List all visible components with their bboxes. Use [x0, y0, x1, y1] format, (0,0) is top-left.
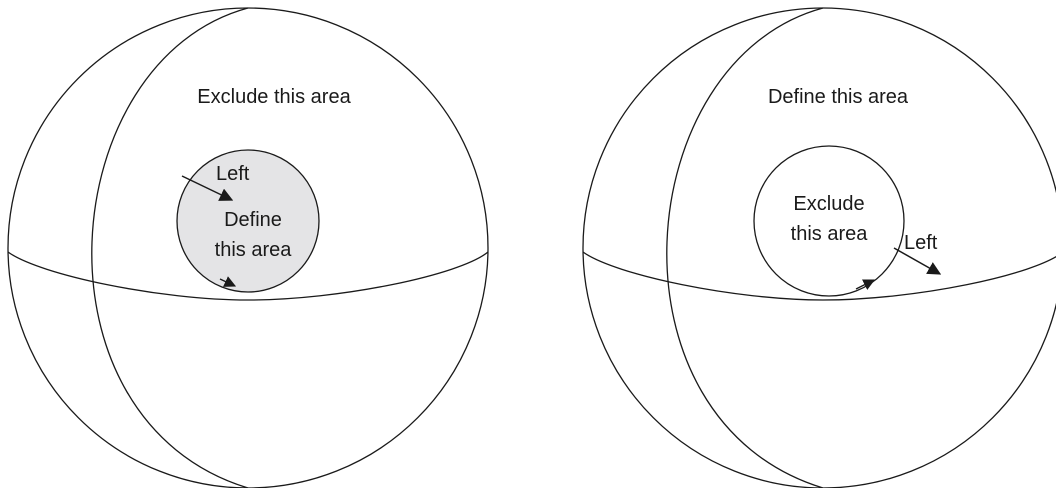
right-sphere-equator-front	[582, 251, 1056, 301]
left-sphere: Exclude this area Left Define this area	[7, 7, 489, 488]
right-inner-label-line2: this area	[791, 223, 869, 245]
left-sphere-equator-front	[7, 251, 489, 301]
right-sphere-meridian	[666, 7, 824, 488]
right-arrow-label: Left	[904, 232, 938, 254]
right-boundary-direction-arrowhead	[855, 279, 876, 290]
right-excluded-cap	[753, 145, 905, 297]
left-outer-label: Exclude this area	[197, 86, 351, 108]
left-inner-label-line1: Define	[224, 209, 282, 231]
left-inner-label-line2: this area	[215, 239, 293, 261]
left-sphere-meridian	[91, 7, 249, 488]
left-arrow-label: Left	[216, 163, 250, 185]
right-sphere: Define this area Exclude this area Left	[582, 7, 1056, 488]
left-defined-cap	[176, 149, 320, 293]
right-inner-label-line1: Exclude	[793, 193, 864, 215]
right-arrow-outward	[893, 247, 942, 275]
right-outer-label: Define this area	[768, 86, 909, 108]
left-arrow-outward	[181, 175, 234, 201]
left-boundary-direction-arrowhead	[219, 276, 237, 287]
